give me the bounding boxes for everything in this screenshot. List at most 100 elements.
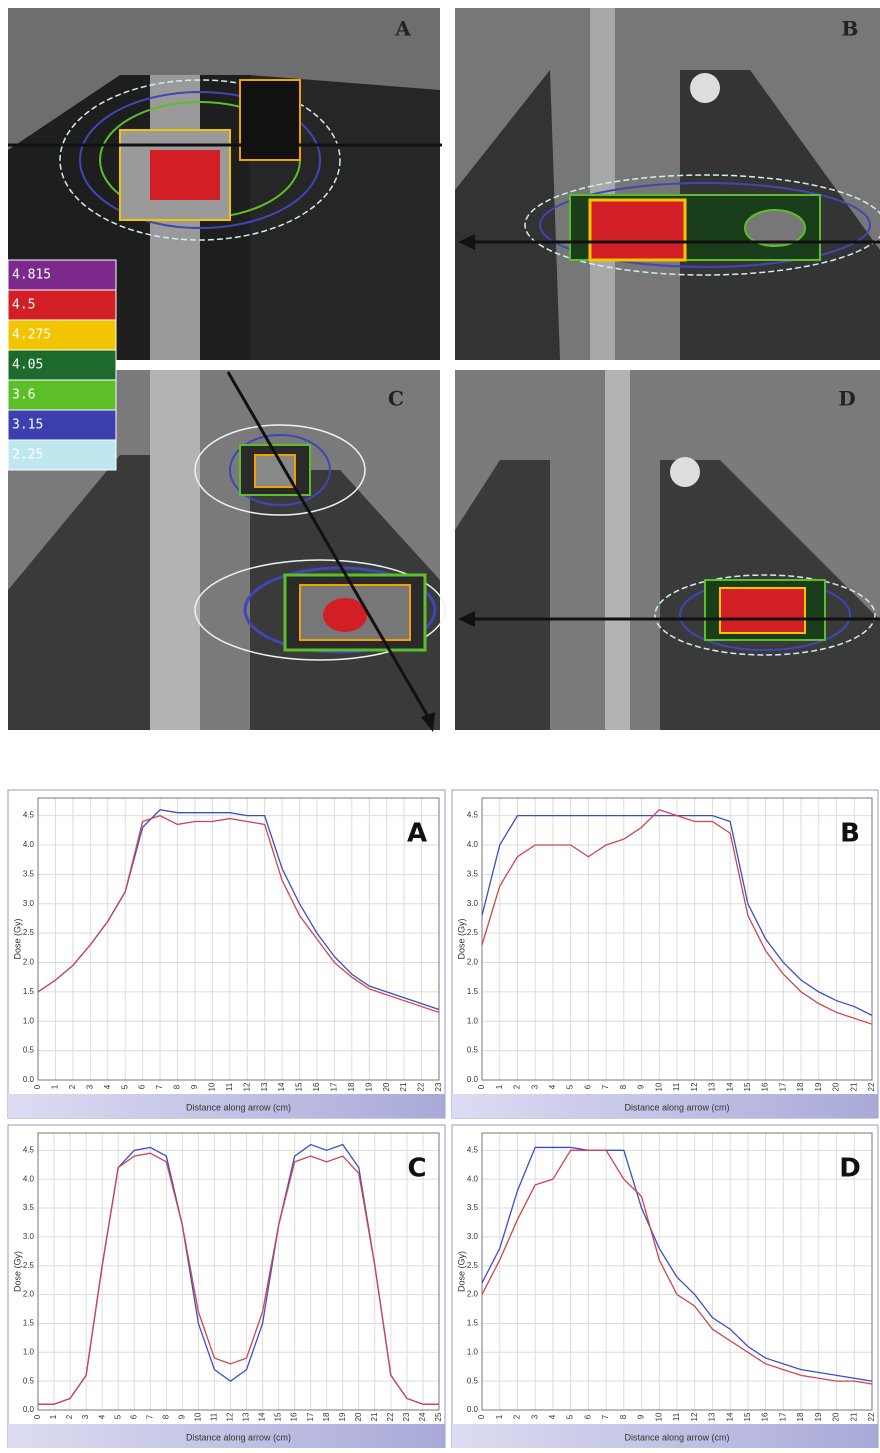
x-tick-label: 9: [637, 1084, 646, 1089]
y-tick-label: 3.5: [467, 1203, 479, 1212]
y-tick-label: 4.5: [467, 1145, 479, 1154]
y-tick-label: 4.0: [23, 1174, 35, 1183]
x-tick-label: 13: [242, 1412, 251, 1421]
x-tick-label: 17: [778, 1412, 787, 1421]
panel-letter: B: [842, 17, 859, 41]
x-tick-label: 6: [138, 1084, 147, 1089]
legend-label: 3.15: [12, 418, 43, 433]
y-tick-label: 1.5: [467, 1319, 479, 1328]
y-axis-label: Dose (Gy): [456, 918, 466, 959]
y-tick-label: 0.5: [467, 1046, 479, 1055]
x-tick-label: 19: [338, 1412, 347, 1421]
x-tick-label: 4: [548, 1084, 557, 1089]
x-tick-label: 8: [619, 1414, 628, 1419]
y-tick-label: 0.0: [23, 1075, 35, 1084]
x-tick-label: 16: [312, 1082, 321, 1091]
y-tick-label: 4.0: [467, 1174, 479, 1183]
x-tick-label: 21: [849, 1082, 858, 1091]
x-axis-label: Distance along arrow (cm): [624, 1432, 729, 1442]
x-tick-label: 22: [386, 1412, 395, 1421]
x-tick-label: 16: [290, 1412, 299, 1421]
panel-letter: D: [838, 387, 855, 411]
x-tick-label: 2: [513, 1414, 522, 1419]
legend-label: 2.25: [12, 448, 43, 463]
chart-frame: [452, 790, 878, 1118]
x-tick-label: 18: [322, 1412, 331, 1421]
chart-title: A: [407, 819, 427, 849]
y-tick-label: 2.0: [23, 1290, 35, 1299]
x-tick-label: 19: [814, 1412, 823, 1421]
x-tick-label: 10: [654, 1412, 663, 1421]
panel-letter: A: [394, 17, 411, 41]
x-tick-label: 22: [867, 1412, 876, 1421]
x-tick-label: 14: [725, 1412, 734, 1421]
x-tick-label: 3: [81, 1414, 90, 1419]
y-tick-label: 1.5: [467, 987, 479, 996]
y-tick-label: 3.5: [23, 1203, 35, 1212]
chart-title: B: [840, 819, 860, 849]
y-tick-label: 1.0: [467, 1347, 479, 1356]
x-tick-label: 7: [155, 1084, 164, 1089]
x-tick-label: 8: [173, 1084, 182, 1089]
x-tick-label: 12: [242, 1082, 251, 1091]
y-tick-label: 2.0: [467, 1290, 479, 1299]
y-tick-label: 2.5: [467, 928, 479, 937]
x-tick-label: 24: [418, 1412, 427, 1421]
x-tick-label: 6: [583, 1414, 592, 1419]
x-tick-label: 22: [867, 1082, 876, 1091]
y-tick-label: 3.0: [23, 1232, 35, 1241]
legend-label: 4.815: [12, 268, 51, 283]
chart-title: C: [407, 1154, 426, 1184]
y-tick-label: 1.5: [23, 987, 35, 996]
y-tick-label: 0.5: [23, 1376, 35, 1385]
image-panel-d: D: [455, 370, 880, 730]
x-tick-label: 11: [225, 1082, 234, 1091]
y-tick-label: 1.0: [23, 1347, 35, 1356]
y-tick-label: 4.5: [23, 1145, 35, 1154]
x-tick-label: 15: [743, 1412, 752, 1421]
x-tick-label: 6: [129, 1414, 138, 1419]
x-tick-label: 20: [382, 1082, 391, 1091]
x-tick-label: 0: [477, 1084, 486, 1089]
y-tick-label: 3.0: [23, 899, 35, 908]
y-tick-label: 0.0: [23, 1405, 35, 1414]
y-tick-label: 2.5: [467, 1261, 479, 1270]
x-tick-label: 16: [761, 1082, 770, 1091]
figure: A B C D 4.8154.54.2754.053.63.152.25 0.0…: [0, 0, 880, 1448]
x-tick-label: 11: [672, 1412, 681, 1421]
x-tick-label: 1: [51, 1084, 60, 1089]
x-tick-label: 23: [434, 1082, 443, 1091]
y-tick-label: 2.0: [23, 958, 35, 967]
chart-frame: [452, 1125, 878, 1448]
y-axis-label: Dose (Gy): [456, 1251, 466, 1292]
x-tick-label: 6: [583, 1084, 592, 1089]
y-tick-label: 2.5: [23, 1261, 35, 1270]
x-tick-label: 7: [145, 1414, 154, 1419]
y-tick-label: 1.0: [23, 1016, 35, 1025]
x-tick-label: 7: [601, 1414, 610, 1419]
x-tick-label: 21: [370, 1412, 379, 1421]
x-tick-label: 14: [725, 1082, 734, 1091]
legend-label: 4.05: [12, 358, 43, 373]
x-tick-label: 5: [566, 1414, 575, 1419]
y-tick-label: 2.0: [467, 958, 479, 967]
x-tick-label: 4: [103, 1084, 112, 1089]
x-tick-label: 17: [778, 1082, 787, 1091]
x-tick-label: 19: [814, 1082, 823, 1091]
x-tick-label: 21: [849, 1412, 858, 1421]
x-tick-label: 4: [97, 1414, 106, 1419]
x-tick-label: 13: [708, 1412, 717, 1421]
y-tick-label: 3.5: [23, 869, 35, 878]
x-axis-label: Distance along arrow (cm): [186, 1432, 291, 1442]
x-tick-label: 9: [177, 1414, 186, 1419]
y-tick-label: 1.5: [23, 1319, 35, 1328]
x-tick-label: 20: [832, 1082, 841, 1091]
x-tick-label: 20: [354, 1412, 363, 1421]
x-tick-label: 22: [417, 1082, 426, 1091]
x-tick-label: 17: [306, 1412, 315, 1421]
x-tick-label: 17: [330, 1082, 339, 1091]
x-tick-label: 5: [566, 1084, 575, 1089]
y-tick-label: 3.0: [467, 1232, 479, 1241]
x-tick-label: 19: [364, 1082, 373, 1091]
